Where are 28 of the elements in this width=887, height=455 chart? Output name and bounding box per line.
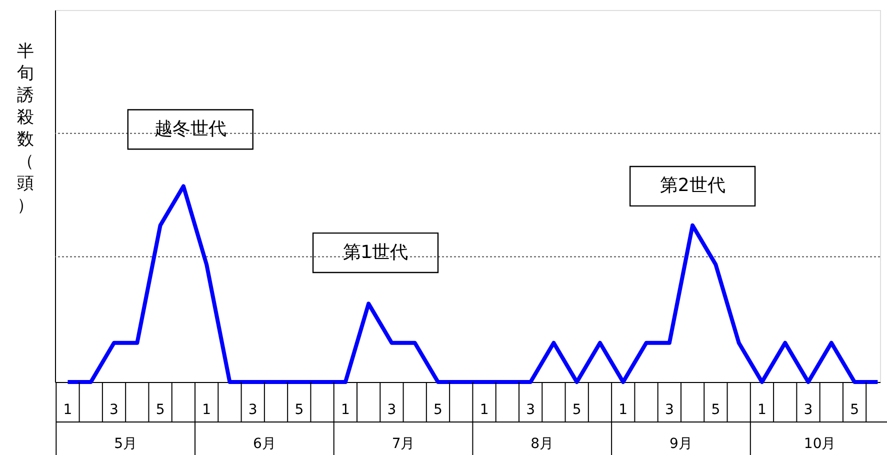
annotation: 第2世代 xyxy=(660,175,726,196)
text: 7月 xyxy=(392,436,415,452)
x-tick-label: 3 xyxy=(110,402,118,418)
text: 8月 xyxy=(530,436,554,452)
text: 5月 xyxy=(114,436,138,452)
x-tick-label: 5 xyxy=(434,402,442,418)
x-tick-label: 1 xyxy=(618,402,628,418)
x-tick-label: 5 xyxy=(294,402,304,418)
x-tick-label: 3 xyxy=(526,402,536,418)
x-tick-label: 1 xyxy=(340,402,350,418)
text: 9月 xyxy=(670,436,692,452)
text: 6月 xyxy=(252,436,276,452)
x-tick-label: 1 xyxy=(63,402,72,418)
x-tick-label: 1 xyxy=(480,402,489,418)
x-tick-label: 3 xyxy=(804,402,813,418)
x-tick-label: 1 xyxy=(758,402,766,418)
text: 越冬世代 xyxy=(154,118,226,140)
x-tick-label: 5 xyxy=(156,402,165,418)
text: 10月 xyxy=(804,436,836,452)
x-tick-label: 1 xyxy=(202,402,212,418)
x-tick-label: 5 xyxy=(850,402,860,418)
x-tick-label: 3 xyxy=(248,402,258,418)
annotation: 第1世代 xyxy=(342,242,408,263)
x-tick-label: 3 xyxy=(664,402,674,418)
y-axis-title: 半旬誘殺数（頭） xyxy=(17,42,34,216)
x-tick-label: 5 xyxy=(572,402,582,418)
x-tick-label: 3 xyxy=(387,402,396,418)
x-tick-label: 5 xyxy=(711,402,720,418)
